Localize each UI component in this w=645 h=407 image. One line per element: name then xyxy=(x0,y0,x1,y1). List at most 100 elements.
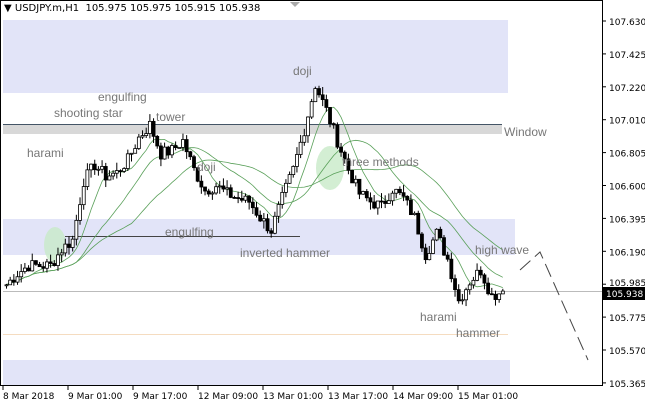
candle xyxy=(482,273,487,290)
candle-body xyxy=(313,88,318,103)
candle-body xyxy=(162,146,167,160)
candle-body xyxy=(309,101,314,118)
candle-body xyxy=(298,141,303,155)
candle-body xyxy=(276,204,281,217)
candle xyxy=(181,133,185,152)
candle-body xyxy=(122,168,127,172)
candle xyxy=(243,193,248,203)
candle-body xyxy=(269,230,274,234)
candle-body xyxy=(37,263,42,268)
candle xyxy=(81,178,86,210)
annotation-harami: harami xyxy=(420,310,457,324)
candle xyxy=(449,252,454,283)
candle xyxy=(214,182,218,195)
candle xyxy=(383,195,388,209)
candle-body xyxy=(103,166,108,181)
candle xyxy=(225,180,229,196)
candle-body xyxy=(331,123,336,126)
shift-marker-icon[interactable] xyxy=(290,2,300,7)
candle xyxy=(291,165,296,178)
candle xyxy=(324,94,329,112)
candle-body xyxy=(26,267,31,272)
window-gap xyxy=(3,124,502,134)
candle-body xyxy=(342,151,347,160)
candle xyxy=(350,169,354,184)
candle-body xyxy=(30,260,35,272)
candle xyxy=(339,142,343,157)
candle xyxy=(199,175,204,194)
candle-body xyxy=(291,166,296,175)
candle-body xyxy=(438,228,443,239)
price-tick-label: 106.395 xyxy=(609,215,645,225)
candle xyxy=(26,265,31,272)
candle xyxy=(122,167,127,173)
candle-body xyxy=(420,233,424,249)
candle-body xyxy=(423,247,428,261)
candle xyxy=(427,245,432,261)
candle xyxy=(258,210,263,222)
moving-average-line xyxy=(6,139,503,286)
candle xyxy=(379,193,384,209)
ohlc-values: 105.975 105.975 105.915 105.938 xyxy=(85,3,261,14)
candle-body xyxy=(217,185,222,188)
candle xyxy=(331,122,336,129)
candle-body xyxy=(405,195,410,201)
candle-body xyxy=(63,243,68,254)
candle xyxy=(335,122,340,150)
time-tick-label: 9 Mar 01:00 xyxy=(68,392,123,402)
candle-body xyxy=(397,188,402,194)
candle xyxy=(284,179,288,198)
candle xyxy=(30,253,35,272)
candle xyxy=(114,162,119,179)
candle xyxy=(361,190,366,195)
price-tick-label: 106.600 xyxy=(609,183,645,193)
dropdown-triangle-icon[interactable]: ▼ xyxy=(4,3,12,14)
candle xyxy=(247,194,252,210)
candle-body xyxy=(247,195,252,203)
candle-body xyxy=(383,200,388,204)
candle xyxy=(203,186,207,196)
candle-body xyxy=(258,214,263,222)
candle-body xyxy=(280,191,285,205)
price-tick-label: 107.425 xyxy=(609,51,645,61)
candle-body xyxy=(225,187,229,190)
candle xyxy=(236,191,241,204)
candle xyxy=(48,254,53,268)
candle-body xyxy=(67,243,71,248)
candle xyxy=(45,258,49,273)
candle-body xyxy=(353,178,358,184)
candle xyxy=(151,118,156,143)
annotation-three-methods: three methods xyxy=(342,155,419,169)
lower-zone xyxy=(3,360,510,385)
candle-body xyxy=(170,145,174,156)
candle xyxy=(118,169,123,177)
candle-body xyxy=(445,254,450,260)
candle-body xyxy=(375,200,380,209)
candle xyxy=(78,197,82,225)
candle xyxy=(184,135,189,159)
candle xyxy=(368,192,373,210)
candle-body xyxy=(302,135,307,143)
candle-body xyxy=(155,135,160,147)
candle xyxy=(11,274,16,286)
annotation-doji: doji xyxy=(197,160,216,174)
candle xyxy=(295,147,299,173)
annotation-tower: tower xyxy=(156,110,185,124)
candle-body xyxy=(111,172,116,177)
candle xyxy=(409,194,413,216)
candle-body xyxy=(284,182,288,193)
candle-body xyxy=(456,289,461,302)
price-tick-label: 107.010 xyxy=(609,117,645,127)
candle-body xyxy=(478,269,483,276)
candle xyxy=(298,134,303,159)
candle xyxy=(401,185,406,202)
candle-body xyxy=(221,185,226,190)
candle xyxy=(478,266,483,279)
moving-average-line xyxy=(6,159,504,286)
candle-body xyxy=(147,120,152,134)
candle xyxy=(144,127,149,139)
time-tick-label: 13 Mar 01:00 xyxy=(263,392,323,402)
candle-body xyxy=(59,252,64,256)
time-tick-label: 13 Mar 17:00 xyxy=(328,392,388,402)
